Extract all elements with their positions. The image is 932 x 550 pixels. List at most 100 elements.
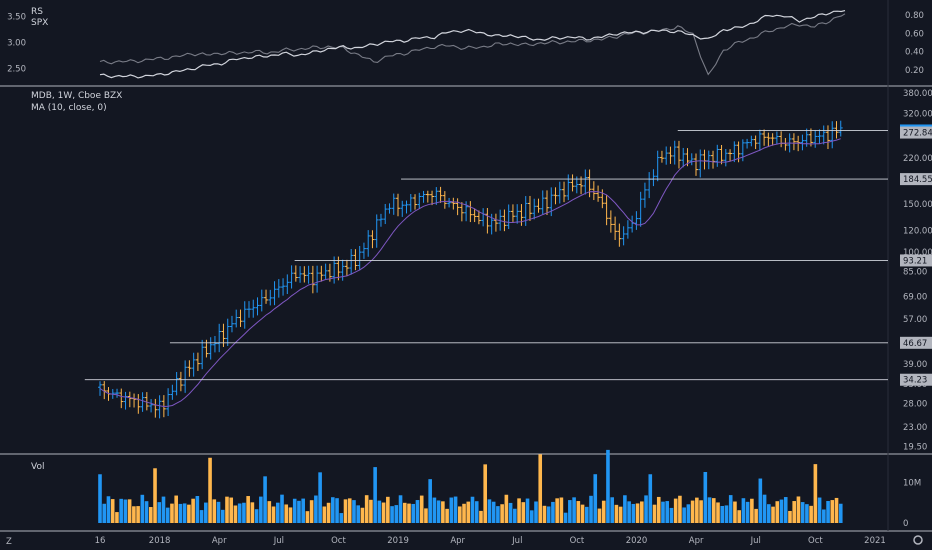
rs-right-tick: 0.60: [905, 29, 924, 39]
volume-bar: [267, 501, 272, 523]
volume-bar: [182, 503, 187, 523]
volume-bar: [614, 504, 619, 523]
volume-bar: [517, 498, 521, 523]
volume-bar: [331, 497, 335, 523]
volume-bar: [838, 503, 843, 523]
volume-bar: [136, 506, 140, 523]
rs-legend-rs: RS: [31, 7, 43, 17]
volume-bar: [623, 495, 627, 523]
volume-bar: [132, 506, 136, 523]
volume-bar: [589, 495, 593, 523]
volume-bar: [301, 498, 305, 523]
volume-bar: [428, 479, 432, 523]
volume-bar: [458, 506, 462, 523]
volume-bar: [584, 506, 589, 523]
volume-bar: [275, 502, 280, 523]
volume-bar: [618, 506, 623, 523]
volume-bar: [661, 501, 665, 523]
rs-left-tick: 3.00: [7, 39, 26, 49]
volume-bar: [513, 508, 517, 523]
time-tick: 16: [95, 536, 106, 546]
volume-bar: [775, 501, 780, 523]
time-tick: Apr: [450, 536, 465, 546]
volume-bar: [521, 502, 526, 523]
volume-bar: [436, 500, 441, 523]
volume-bar: [724, 505, 729, 523]
volume-bar: [360, 507, 365, 523]
volume-bar: [750, 498, 754, 523]
volume-bar: [538, 454, 543, 523]
volume-bar: [669, 507, 674, 523]
volume-bar: [187, 504, 191, 523]
time-tick: Apr: [689, 536, 704, 546]
price-tick: 100.00: [903, 248, 932, 258]
volume-bar: [597, 508, 602, 523]
volume-bar: [259, 496, 263, 523]
volume-bar: [572, 497, 576, 523]
level-price-tag: [900, 173, 932, 186]
time-tick: 2020: [626, 536, 648, 546]
volume-bar: [140, 494, 145, 523]
volume-bar: [627, 501, 631, 523]
volume-bar: [381, 502, 386, 523]
price-tick: 120.00: [903, 226, 932, 236]
volume-bar: [656, 496, 661, 523]
volume-bar: [682, 507, 686, 523]
volume-bar: [678, 495, 682, 523]
volume-bar: [165, 507, 170, 523]
volume-bar: [695, 497, 699, 523]
price-tick: 220.00: [903, 154, 932, 164]
volume-bar: [762, 494, 767, 523]
time-tick: 2021: [864, 536, 886, 546]
volume-bar: [161, 496, 166, 523]
volume-bar: [339, 513, 344, 523]
volume-bar: [297, 500, 301, 523]
volume-bar: [546, 506, 551, 523]
volume-bar: [699, 500, 703, 523]
volume-bar: [178, 503, 183, 523]
volume-bar: [817, 497, 822, 523]
volume-bar: [805, 504, 809, 523]
price-tick: 380.00: [903, 89, 932, 99]
volume-bar: [305, 511, 310, 523]
volume-bar: [779, 499, 784, 523]
volume-bar: [110, 499, 115, 523]
rs-line: [99, 10, 846, 79]
volume-bar: [441, 501, 445, 523]
volume-bar: [402, 502, 407, 523]
time-tick: Jul: [750, 536, 761, 546]
volume-bar: [648, 474, 653, 523]
price-indicator: MA (10, close, 0): [31, 103, 107, 113]
volume-bar: [292, 498, 297, 523]
price-tick: 57.00: [903, 315, 927, 325]
volume-bar: [673, 498, 678, 523]
volume-bar: [369, 499, 373, 523]
volume-bar: [415, 500, 420, 523]
volume-bar: [728, 495, 733, 523]
volume-bar: [157, 502, 162, 523]
time-tick: Apr: [212, 536, 227, 546]
volume-bar: [432, 497, 437, 523]
volume-bar: [741, 498, 746, 523]
volume-bar: [314, 495, 318, 523]
volume-bar: [834, 497, 839, 523]
volume-bar: [500, 504, 504, 523]
volume-bar: [394, 505, 399, 523]
price-tick: 150.00: [903, 200, 932, 210]
volume-bar: [280, 494, 284, 523]
volume-bar: [407, 503, 411, 523]
ma-line: [99, 138, 841, 408]
price-tick: 39.00: [903, 360, 927, 370]
volume-bar: [373, 467, 377, 523]
rs-right-tick: 0.40: [905, 48, 924, 58]
volume-bar: [377, 500, 382, 523]
volume-bar: [216, 501, 221, 523]
price-tick: 69.00: [903, 292, 927, 302]
volume-bar: [364, 495, 369, 523]
volume-bar: [792, 501, 797, 523]
volume-bar: [229, 497, 234, 523]
volume-bar: [127, 499, 132, 523]
volume-bar: [716, 502, 720, 523]
price-title: MDB, 1W, Cboe BZX: [31, 91, 122, 101]
